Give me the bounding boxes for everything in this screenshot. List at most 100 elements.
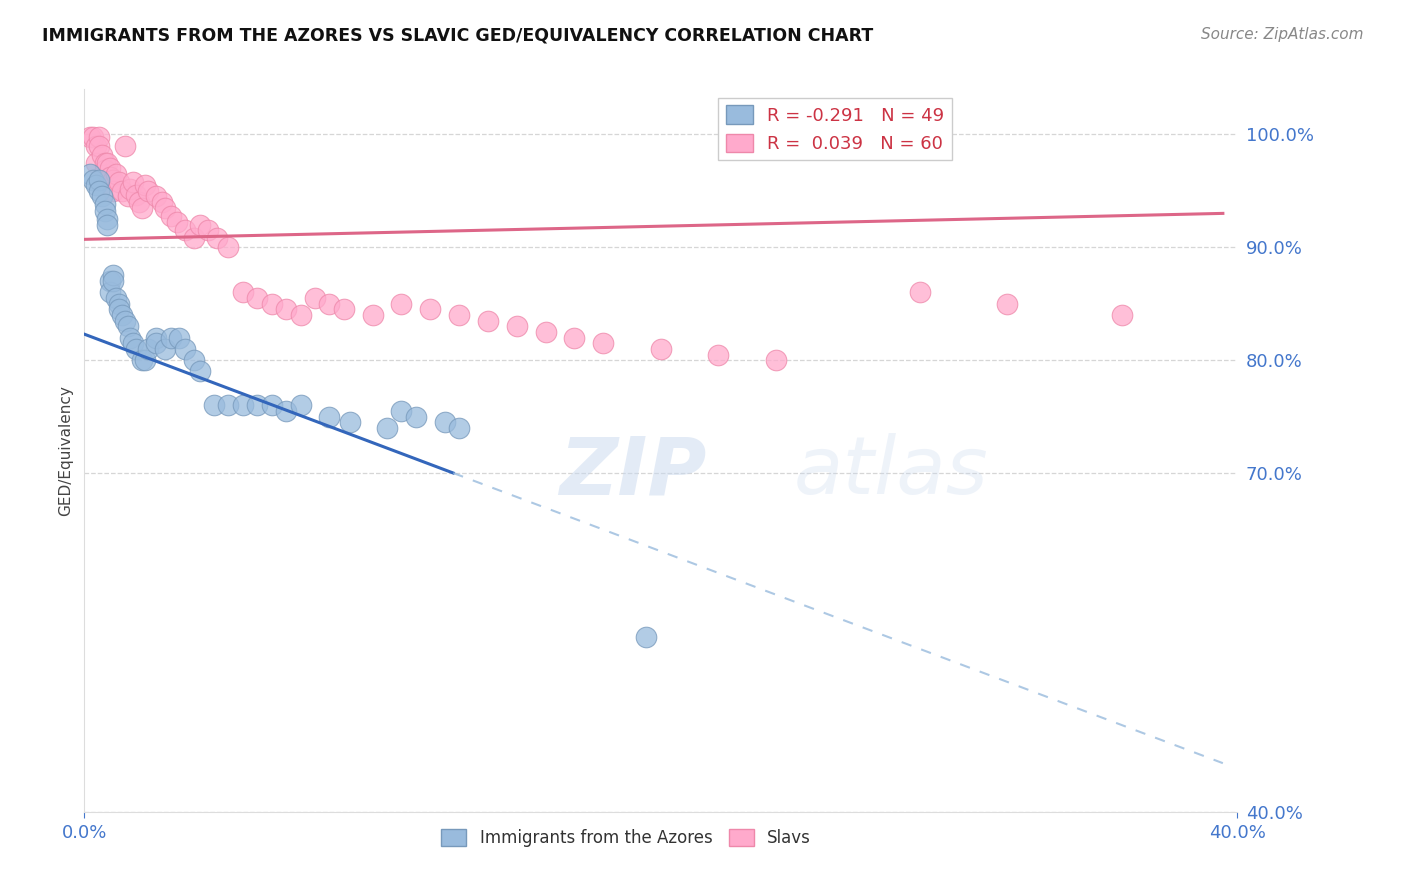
Point — [477, 313, 499, 327]
Point — [145, 189, 167, 203]
Point — [246, 398, 269, 412]
Point — [96, 212, 118, 227]
Point — [105, 167, 128, 181]
Point — [79, 129, 101, 144]
Point — [79, 167, 101, 181]
Point — [84, 138, 107, 153]
Point — [260, 296, 283, 310]
Text: IMMIGRANTS FROM THE AZORES VS SLAVIC GED/EQUIVALENCY CORRELATION CHART: IMMIGRANTS FROM THE AZORES VS SLAVIC GED… — [42, 27, 873, 45]
Point — [145, 330, 167, 344]
Point — [103, 172, 124, 186]
Text: atlas: atlas — [794, 434, 988, 511]
Point — [707, 347, 730, 361]
Point — [82, 129, 104, 144]
Point — [506, 319, 529, 334]
Point — [108, 296, 131, 310]
Point — [105, 291, 128, 305]
Point — [405, 409, 427, 424]
Point — [1111, 308, 1133, 322]
Point — [361, 308, 384, 322]
Point — [205, 231, 228, 245]
Point — [125, 342, 148, 356]
Point — [128, 195, 150, 210]
Point — [93, 197, 115, 211]
Point — [87, 184, 110, 198]
Point — [108, 175, 131, 189]
Point — [218, 240, 240, 254]
Text: ZIP: ZIP — [560, 434, 707, 511]
Point — [188, 364, 211, 378]
Point — [122, 336, 145, 351]
Point — [111, 308, 134, 322]
Point — [84, 178, 107, 193]
Point — [276, 302, 298, 317]
Point — [153, 342, 176, 356]
Point — [117, 189, 139, 203]
Point — [433, 415, 456, 429]
Point — [290, 398, 312, 412]
Point — [153, 201, 176, 215]
Point — [90, 147, 112, 161]
Point — [114, 138, 136, 153]
Point — [169, 330, 191, 344]
Point — [449, 308, 471, 322]
Point — [96, 218, 118, 232]
Point — [114, 313, 136, 327]
Point — [111, 184, 134, 198]
Point — [82, 172, 104, 186]
Point — [650, 342, 672, 356]
Point — [131, 201, 153, 215]
Point — [636, 630, 658, 644]
Point — [534, 325, 557, 339]
Point — [160, 209, 183, 223]
Point — [96, 155, 118, 169]
Point — [93, 155, 115, 169]
Point — [98, 161, 121, 176]
Point — [183, 231, 205, 245]
Point — [117, 319, 139, 334]
Point — [218, 398, 240, 412]
Point — [419, 302, 441, 317]
Point — [564, 330, 586, 344]
Point — [87, 129, 110, 144]
Point — [339, 415, 361, 429]
Point — [103, 274, 124, 288]
Point — [910, 285, 932, 300]
Point — [592, 336, 614, 351]
Point — [246, 291, 269, 305]
Y-axis label: GED/Equivalency: GED/Equivalency — [58, 385, 73, 516]
Point — [145, 336, 167, 351]
Point — [174, 342, 197, 356]
Point — [391, 404, 413, 418]
Point — [98, 274, 121, 288]
Point — [108, 302, 131, 317]
Point — [232, 285, 254, 300]
Point — [84, 155, 107, 169]
Point — [131, 353, 153, 368]
Point — [87, 138, 110, 153]
Point — [136, 184, 159, 198]
Point — [174, 223, 197, 237]
Point — [93, 204, 115, 219]
Point — [995, 296, 1018, 310]
Point — [333, 302, 356, 317]
Point — [103, 268, 124, 283]
Point — [304, 291, 326, 305]
Point — [87, 172, 110, 186]
Point — [120, 181, 142, 195]
Point — [98, 170, 121, 185]
Point — [120, 330, 142, 344]
Point — [93, 163, 115, 178]
Point — [90, 189, 112, 203]
Point — [188, 218, 211, 232]
Point — [136, 342, 159, 356]
Point — [391, 296, 413, 310]
Legend: Immigrants from the Azores, Slavs: Immigrants from the Azores, Slavs — [434, 822, 818, 854]
Point — [202, 398, 225, 412]
Point — [183, 353, 205, 368]
Point — [290, 308, 312, 322]
Point — [260, 398, 283, 412]
Point — [122, 175, 145, 189]
Point — [765, 353, 787, 368]
Point — [134, 178, 156, 193]
